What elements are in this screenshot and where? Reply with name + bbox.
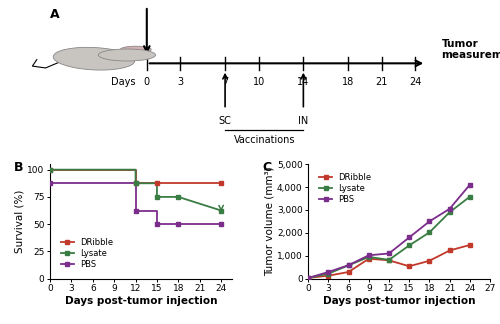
X-axis label: Days post-tumor injection: Days post-tumor injection — [323, 296, 476, 306]
Line: DRibble: DRibble — [306, 243, 472, 280]
Ellipse shape — [53, 47, 135, 70]
Circle shape — [98, 49, 156, 61]
Legend: DRibble, Lysate, PBS: DRibble, Lysate, PBS — [316, 169, 375, 207]
X-axis label: Days post-tumor injection: Days post-tumor injection — [64, 296, 217, 306]
Text: 7: 7 — [222, 77, 228, 87]
PBS — [326, 270, 332, 274]
Lysate — [326, 272, 332, 275]
PBS — [426, 219, 432, 223]
DRibble — [426, 259, 432, 263]
Lysate — [386, 258, 392, 262]
Text: B: B — [14, 161, 23, 174]
Lysate — [467, 195, 473, 199]
Text: Vaccinations: Vaccinations — [234, 135, 295, 145]
Text: 24: 24 — [409, 77, 422, 87]
PBS — [346, 263, 352, 267]
Y-axis label: Survival (%): Survival (%) — [14, 190, 24, 253]
Text: IN: IN — [298, 116, 308, 126]
Legend: DRibble, Lysate, PBS: DRibble, Lysate, PBS — [58, 234, 117, 272]
DRibble — [446, 249, 452, 252]
DRibble — [386, 258, 392, 262]
Text: A: A — [50, 8, 59, 21]
PBS — [446, 207, 452, 211]
Text: 14: 14 — [297, 77, 310, 87]
Line: PBS: PBS — [306, 182, 472, 280]
PBS — [305, 276, 311, 280]
Text: Tumor
measurement: Tumor measurement — [442, 39, 500, 60]
Y-axis label: Tumor volume (mm³): Tumor volume (mm³) — [264, 167, 274, 276]
DRibble — [406, 264, 412, 268]
DRibble — [346, 270, 352, 274]
Line: Lysate: Lysate — [306, 194, 472, 280]
PBS — [467, 183, 473, 187]
DRibble — [326, 274, 332, 278]
Lysate — [366, 255, 372, 259]
DRibble — [366, 257, 372, 261]
Lysate — [305, 276, 311, 280]
PBS — [406, 236, 412, 239]
Text: C: C — [262, 161, 272, 174]
Text: 3: 3 — [178, 77, 184, 87]
Lysate — [346, 263, 352, 267]
Lysate — [426, 230, 432, 234]
Lysate — [446, 210, 452, 214]
Circle shape — [120, 46, 151, 53]
PBS — [366, 253, 372, 257]
Text: 18: 18 — [342, 77, 354, 87]
Text: 10: 10 — [252, 77, 265, 87]
DRibble — [305, 276, 311, 280]
DRibble — [467, 243, 473, 247]
Text: SC: SC — [218, 116, 232, 126]
PBS — [386, 251, 392, 255]
Text: 0: 0 — [144, 77, 150, 87]
Text: 21: 21 — [376, 77, 388, 87]
Lysate — [406, 244, 412, 248]
Text: Days: Days — [112, 77, 136, 87]
